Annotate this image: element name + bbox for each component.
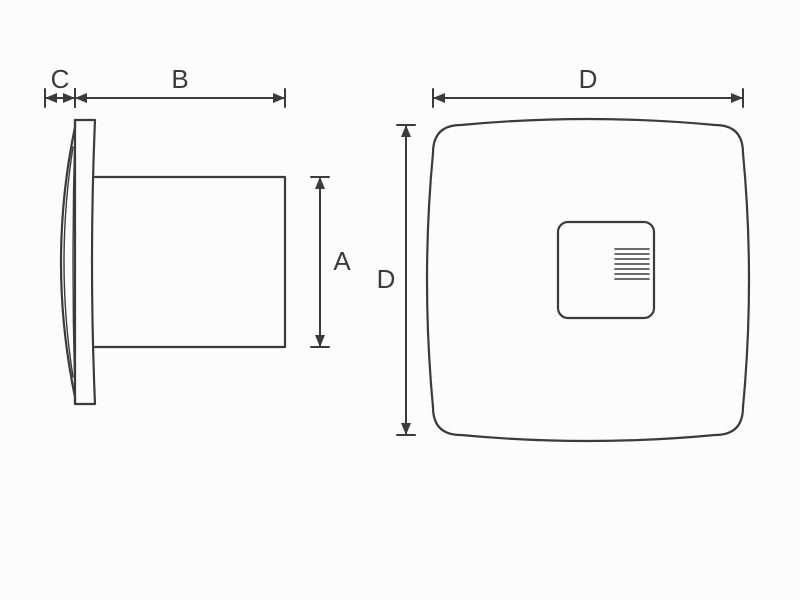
dim-label-C: C	[51, 64, 70, 94]
dim-label-D-top: D	[579, 64, 598, 94]
dim-label-D-left: D	[377, 264, 396, 294]
side-barrel	[95, 177, 285, 347]
dim-label-B: B	[171, 64, 188, 94]
technical-drawing: A B C D D	[0, 0, 800, 600]
front-view	[427, 119, 749, 441]
side-view	[61, 120, 285, 404]
dim-label-A: A	[333, 246, 351, 276]
front-faceplate	[427, 119, 749, 441]
side-plate	[75, 120, 95, 404]
front-inner-panel	[558, 222, 654, 318]
